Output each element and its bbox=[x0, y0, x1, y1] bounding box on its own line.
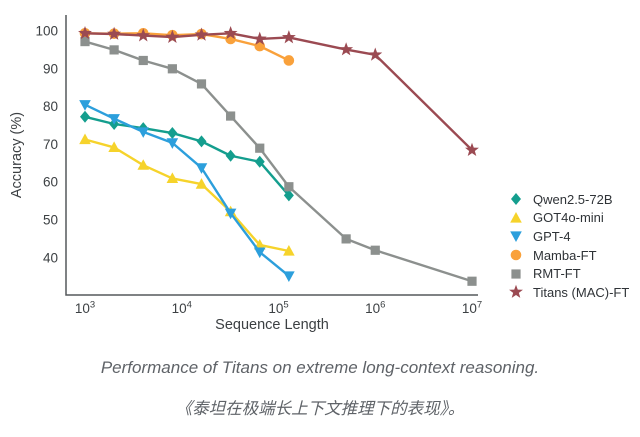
triangle-down-marker bbox=[510, 231, 522, 243]
triangle-up-marker bbox=[195, 178, 208, 189]
y-tick-label: 90 bbox=[43, 61, 58, 76]
legend-label: GPT-4 bbox=[533, 228, 571, 244]
circle-marker bbox=[283, 55, 295, 66]
star-marker bbox=[339, 42, 354, 56]
triangle-down-marker bbox=[283, 271, 295, 282]
diamond-legend-icon bbox=[511, 193, 521, 206]
circle-marker bbox=[254, 40, 266, 52]
y-tick-label: 60 bbox=[43, 175, 58, 190]
series-rmt-ft bbox=[80, 36, 477, 286]
star-marker bbox=[136, 28, 151, 42]
diamond-marker bbox=[80, 110, 90, 123]
star-marker bbox=[465, 142, 479, 156]
square-marker bbox=[284, 182, 294, 192]
star-marker bbox=[509, 284, 523, 299]
triangle-up-legend-icon bbox=[510, 211, 522, 223]
legend-label: RMT-FT bbox=[533, 266, 581, 282]
circle-marker bbox=[510, 249, 522, 261]
y-tick-label: 100 bbox=[35, 24, 58, 39]
x-tick-label: 104 bbox=[172, 300, 192, 317]
triangle-down-legend-icon bbox=[510, 231, 522, 243]
legend-item-mamba-ft: Mamba-FT bbox=[508, 246, 629, 265]
square-marker bbox=[341, 234, 351, 244]
star-marker bbox=[223, 25, 238, 40]
legend-label: Mamba-FT bbox=[533, 247, 597, 263]
legend-item-qwen2-5-72b: Qwen2.5-72B bbox=[508, 190, 629, 209]
triangle-up-marker bbox=[79, 133, 91, 145]
square-marker bbox=[511, 269, 521, 279]
triangle-up-marker bbox=[137, 159, 150, 170]
triangle-up-marker bbox=[108, 141, 120, 153]
legend-item-gpt-4: GPT-4 bbox=[508, 227, 629, 246]
square-marker bbox=[80, 36, 90, 47]
triangle-down-marker bbox=[79, 100, 91, 111]
legend-label: Qwen2.5-72B bbox=[533, 191, 613, 207]
circle-legend-icon bbox=[510, 249, 522, 261]
star-legend-icon bbox=[509, 284, 523, 299]
triangle-up-marker bbox=[283, 245, 295, 256]
square-marker bbox=[226, 111, 236, 121]
y-tick-label: 80 bbox=[43, 99, 58, 114]
square-marker bbox=[196, 79, 207, 89]
triangle-down-marker bbox=[137, 127, 150, 138]
x-tick-label: 105 bbox=[268, 300, 288, 317]
diamond-marker bbox=[283, 189, 294, 202]
y-tick-label: 40 bbox=[43, 250, 58, 265]
square-marker bbox=[370, 245, 380, 255]
series-line bbox=[83, 103, 291, 278]
x-tick-label: 103 bbox=[75, 300, 95, 317]
star-marker bbox=[194, 27, 209, 41]
triangle-down-marker bbox=[108, 114, 120, 125]
x-tick-label: 106 bbox=[365, 300, 385, 317]
y-tick-label: 50 bbox=[43, 213, 58, 228]
axes-spines bbox=[65, 15, 478, 296]
legend-item-rmt-ft: RMT-FT bbox=[508, 264, 629, 283]
series-titans-mac-ft bbox=[78, 25, 479, 156]
y-axis-label: Accuracy (%) bbox=[9, 111, 25, 199]
chart-legend: Qwen2.5-72B GOT4o-mini GPT-4 Mamba-FT RMT-FT… bbox=[508, 190, 629, 302]
triangle-down-marker bbox=[253, 247, 266, 259]
chart-svg: 40 50 60 70 80 90 100 103 104 105 106 107 bbox=[35, 15, 482, 317]
triangle-up-marker bbox=[166, 172, 179, 184]
star-marker bbox=[107, 26, 122, 40]
caption-chinese: 《泰坦在极端长上下文推理下的表现》。 bbox=[175, 400, 465, 418]
diamond-marker bbox=[254, 155, 265, 168]
caption-english: Performance of Titans on extreme long-co… bbox=[100, 358, 540, 377]
square-marker bbox=[255, 143, 265, 153]
star-marker bbox=[165, 29, 180, 43]
series-gpt-4 bbox=[79, 100, 295, 282]
triangle-up-marker bbox=[510, 211, 522, 223]
square-legend-icon bbox=[511, 269, 521, 279]
star-marker bbox=[252, 31, 267, 45]
star-marker bbox=[78, 25, 92, 40]
star-marker bbox=[281, 30, 296, 44]
legend-label: Titans (MAC)-FT bbox=[533, 284, 630, 300]
square-marker bbox=[167, 64, 177, 74]
star-marker bbox=[368, 47, 383, 61]
square-marker bbox=[109, 45, 119, 55]
legend-item-got4o-mini: GOT4o-mini bbox=[508, 209, 629, 228]
diamond-marker bbox=[167, 127, 178, 140]
series-line bbox=[83, 115, 291, 197]
triangle-down-marker bbox=[166, 138, 179, 149]
diamond-marker bbox=[196, 135, 207, 148]
triangle-down-marker bbox=[224, 208, 237, 220]
square-marker bbox=[138, 55, 148, 66]
diamond-marker bbox=[225, 149, 236, 162]
legend-label: GOT4o-mini bbox=[533, 210, 604, 226]
legend-item-titans-mac-ft: Titans (MAC)-FT bbox=[508, 283, 629, 302]
square-marker bbox=[467, 276, 477, 286]
triangle-down-marker bbox=[195, 163, 208, 174]
x-axis-label: Sequence Length bbox=[215, 317, 329, 333]
y-tick-label: 70 bbox=[43, 137, 58, 152]
x-tick-label: 107 bbox=[462, 300, 482, 317]
series-got4o-mini bbox=[79, 133, 295, 256]
diamond-marker bbox=[511, 193, 521, 206]
